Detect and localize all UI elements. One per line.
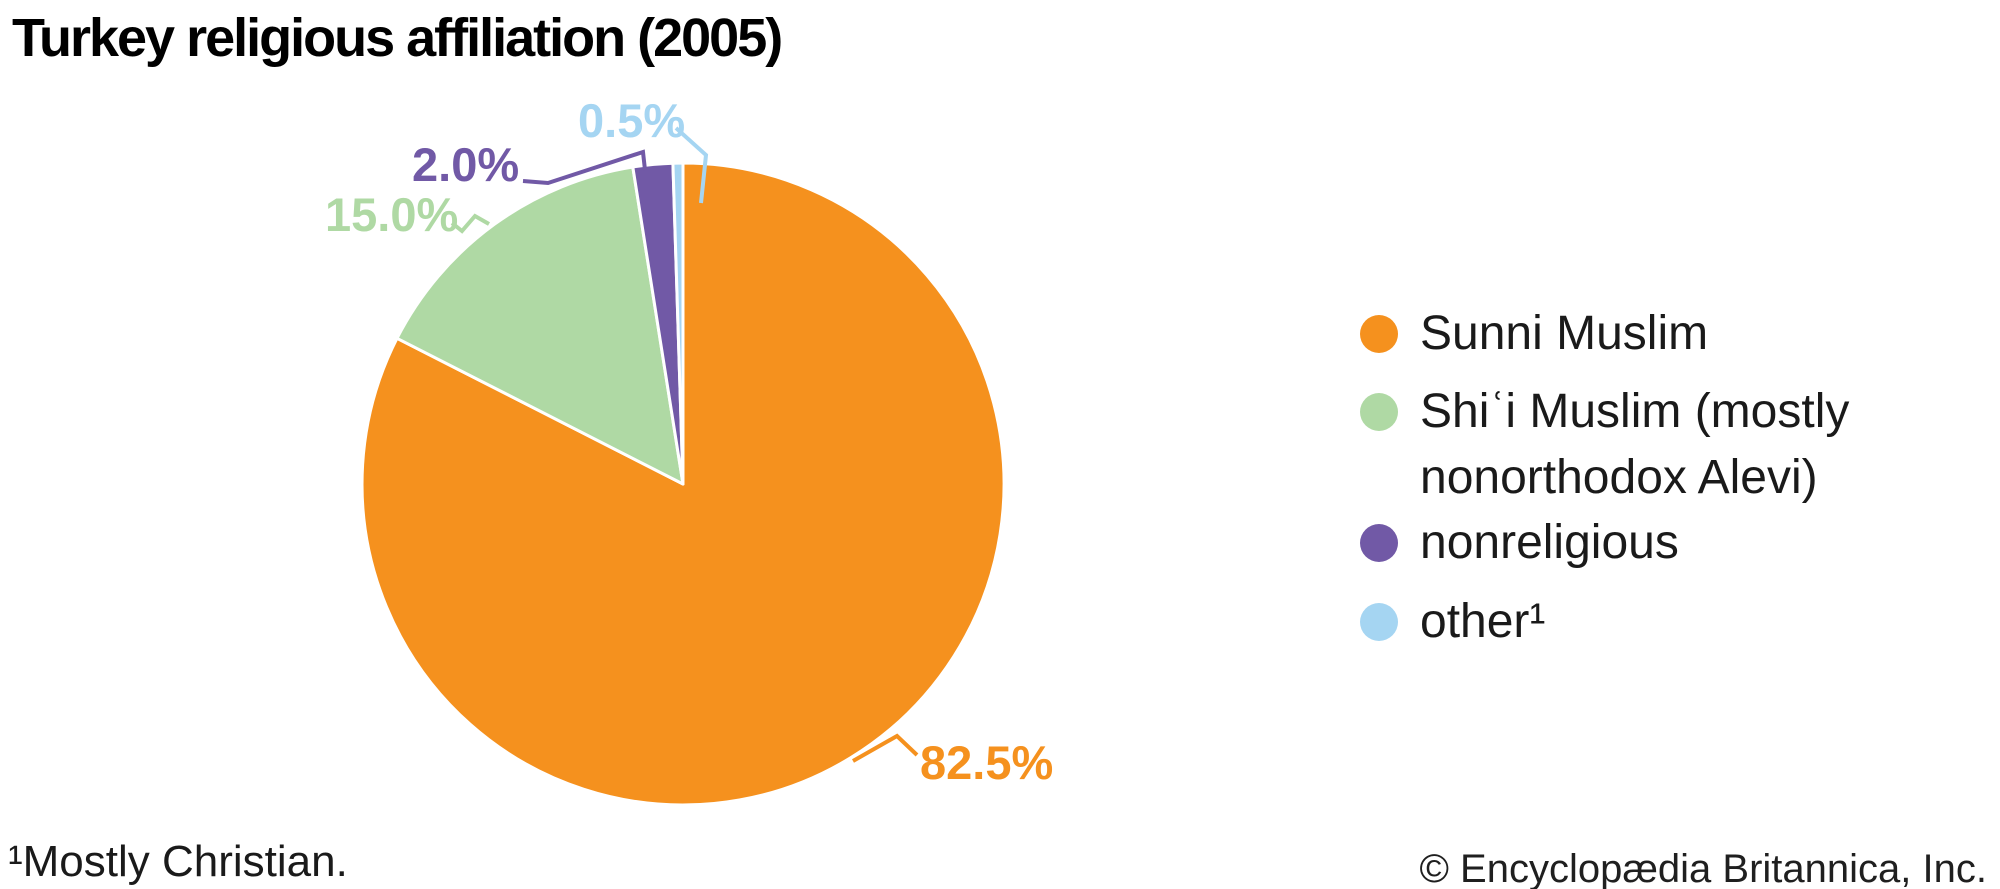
footnote: ¹Mostly Christian. [8, 837, 348, 886]
legend-label-sunni: Sunni Muslim [1420, 307, 1709, 360]
leader-line-other [674, 126, 709, 204]
legend-label-nonreligious: nonreligious [1420, 516, 1679, 569]
slice-label-sunni: 82.5% [920, 736, 1053, 789]
slice-label-shii: 15.0% [325, 188, 458, 241]
legend-item-shii: Shiʿi Muslim (mostly nonorthodox Alevi) [1360, 379, 1920, 511]
pie-slice-shii [395, 165, 685, 486]
legend-dot-sunni-icon [1360, 315, 1398, 353]
slice-label-other: 0.5% [578, 94, 685, 147]
leader-line-nonreligious [522, 149, 647, 186]
pie-slice-other [671, 161, 685, 486]
leader-line-sunni [852, 733, 919, 763]
copyright-notice: © Encyclopædia Britannica, Inc. [1419, 847, 1987, 889]
leader-line-shii [450, 213, 490, 234]
pie-slices [360, 161, 1006, 807]
legend-item-nonreligious: nonreligious [1360, 510, 1920, 576]
chart-title: Turkey religious affiliation (2005) [12, 8, 783, 68]
legend-dot-nonreligious-icon [1360, 524, 1398, 562]
slice-label-nonreligious: 2.0% [412, 138, 519, 191]
legend-dot-other-icon [1360, 603, 1398, 641]
legend-dot-shii-icon [1360, 393, 1398, 431]
legend-label-shii: Shiʿi Muslim (mostly nonorthodox Alevi) [1420, 385, 1850, 504]
legend-item-sunni: Sunni Muslim [1360, 301, 1920, 367]
legend-label-other: other¹ [1420, 595, 1546, 648]
legend-item-other: other¹ [1360, 589, 1920, 655]
